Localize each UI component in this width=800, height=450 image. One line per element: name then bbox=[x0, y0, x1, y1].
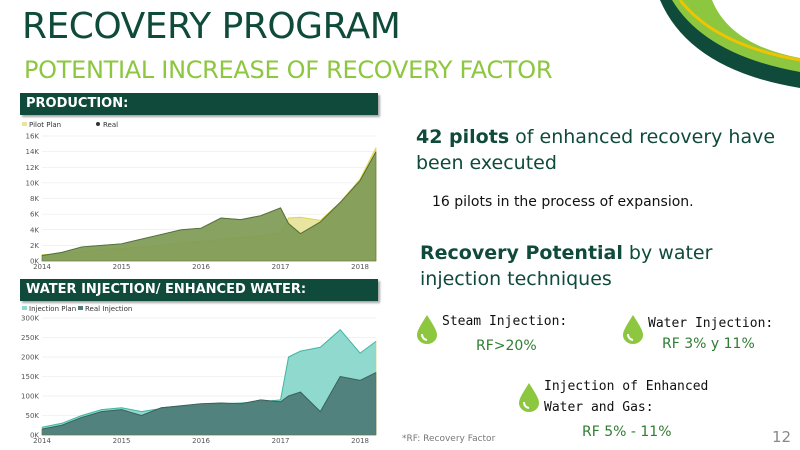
pilots-count: 42 pilots bbox=[416, 126, 510, 148]
injection-y-tick-label: 300K bbox=[21, 315, 39, 323]
production-areas bbox=[41, 147, 377, 262]
footnote: *RF: Recovery Factor bbox=[402, 434, 496, 444]
legend-injection-plan: Injection Plan bbox=[29, 305, 76, 313]
production-y-tick-label: 8K bbox=[30, 195, 39, 203]
legend-real: Real bbox=[103, 121, 118, 129]
production-y-tick-label: 16K bbox=[26, 133, 40, 141]
page-number: 12 bbox=[772, 428, 792, 446]
drop-icon bbox=[417, 315, 437, 344]
expansion-note: 16 pilots in the process of expansion. bbox=[432, 194, 694, 210]
production-section-bar: PRODUCTION: bbox=[20, 93, 378, 115]
production-y-tick-label: 0K bbox=[30, 258, 39, 266]
injection-y-tick-label: 200K bbox=[21, 354, 39, 362]
recovery-potential-heading: Recovery Potential by water injection te… bbox=[420, 240, 790, 292]
water-injection-label: Water Injection: bbox=[648, 316, 774, 331]
production-y-tick-label: 4K bbox=[30, 226, 39, 234]
injection-x-tick-label: 2016 bbox=[192, 437, 210, 445]
legend-swatch-injection-plan bbox=[22, 306, 27, 310]
injection-legend: Injection Plan Real Injection bbox=[22, 305, 132, 313]
steam-injection-label: Steam Injection: bbox=[442, 314, 568, 329]
injection-series-line-real bbox=[41, 372, 377, 430]
production-y-tick-label: 10K bbox=[26, 179, 40, 187]
injection-y-tick-label: 0K bbox=[30, 432, 39, 440]
page-title: RECOVERY PROGRAM bbox=[22, 6, 401, 47]
injection-chart: Injection Plan Real Injection 300K 250K 20… bbox=[21, 305, 377, 445]
injection-y-tick-label: 250K bbox=[21, 334, 39, 342]
drop-icon bbox=[519, 383, 539, 412]
legend-pilot-plan: Pilot Plan bbox=[29, 121, 61, 129]
injection-areas bbox=[41, 328, 377, 436]
production-series-line-real bbox=[41, 151, 377, 257]
drop-icon bbox=[623, 315, 643, 344]
recovery-potential-rest: by water injection techniques bbox=[420, 242, 713, 290]
production-x-tick-label: 2016 bbox=[192, 263, 210, 271]
injection-x-tick-label: 2017 bbox=[272, 437, 290, 445]
production-y-tick-label: 2K bbox=[30, 242, 39, 250]
injection-y-tick-label: 150K bbox=[21, 373, 39, 381]
decorative-swoosh bbox=[660, 0, 800, 88]
injection-y-tick-label: 50K bbox=[26, 412, 40, 420]
production-chart: Pilot Plan Real 16K 14K 12K 10K 8K 6K 4K 2K 0K 2… bbox=[22, 121, 377, 271]
recovery-potential-strong: Recovery Potential bbox=[420, 242, 623, 264]
enhanced-injection-rf: RF 5% - 11% bbox=[582, 424, 672, 440]
injection-y-tick-label: 100K bbox=[21, 393, 39, 401]
injection-x-tick-label: 2015 bbox=[113, 437, 131, 445]
legend-swatch-real-injection bbox=[78, 306, 83, 310]
production-y-tick-label: 14K bbox=[26, 148, 40, 156]
enhanced-injection-label-2: Water and Gas: bbox=[544, 400, 654, 415]
injection-x-axis: 2014 2015 2016 2017 2018 bbox=[33, 434, 376, 445]
production-x-tick-label: 2017 bbox=[272, 263, 290, 271]
legend-swatch-pilot-plan bbox=[22, 122, 27, 126]
injection-x-tick-label: 2014 bbox=[33, 437, 51, 445]
production-legend: Pilot Plan Real bbox=[22, 121, 118, 129]
production-x-axis: 2014 2015 2016 2017 2018 bbox=[33, 260, 376, 271]
enhanced-injection-label-1: Injection of Enhanced bbox=[544, 379, 709, 394]
steam-injection-rf: RF>20% bbox=[476, 338, 537, 354]
production-x-tick-label: 2014 bbox=[33, 263, 51, 271]
pilots-statement: 42 pilots of enhanced recovery have been… bbox=[416, 124, 786, 176]
production-y-tick-label: 6K bbox=[30, 211, 39, 219]
production-x-tick-label: 2015 bbox=[113, 263, 131, 271]
injection-section-bar: WATER INJECTION/ ENHANCED WATER: bbox=[20, 279, 378, 301]
legend-real-injection: Real Injection bbox=[85, 305, 132, 313]
water-injection-rf: RF 3% y 11% bbox=[662, 336, 755, 352]
page-subtitle: POTENTIAL INCREASE OF RECOVERY FACTOR bbox=[24, 56, 553, 84]
production-series-area-real bbox=[41, 151, 377, 262]
production-y-tick-label: 12K bbox=[26, 164, 40, 172]
production-x-tick-label: 2018 bbox=[351, 263, 369, 271]
pilots-rest: of enhanced recovery have been executed bbox=[416, 126, 776, 174]
legend-swatch-real bbox=[96, 122, 100, 126]
injection-x-tick-label: 2018 bbox=[351, 437, 369, 445]
